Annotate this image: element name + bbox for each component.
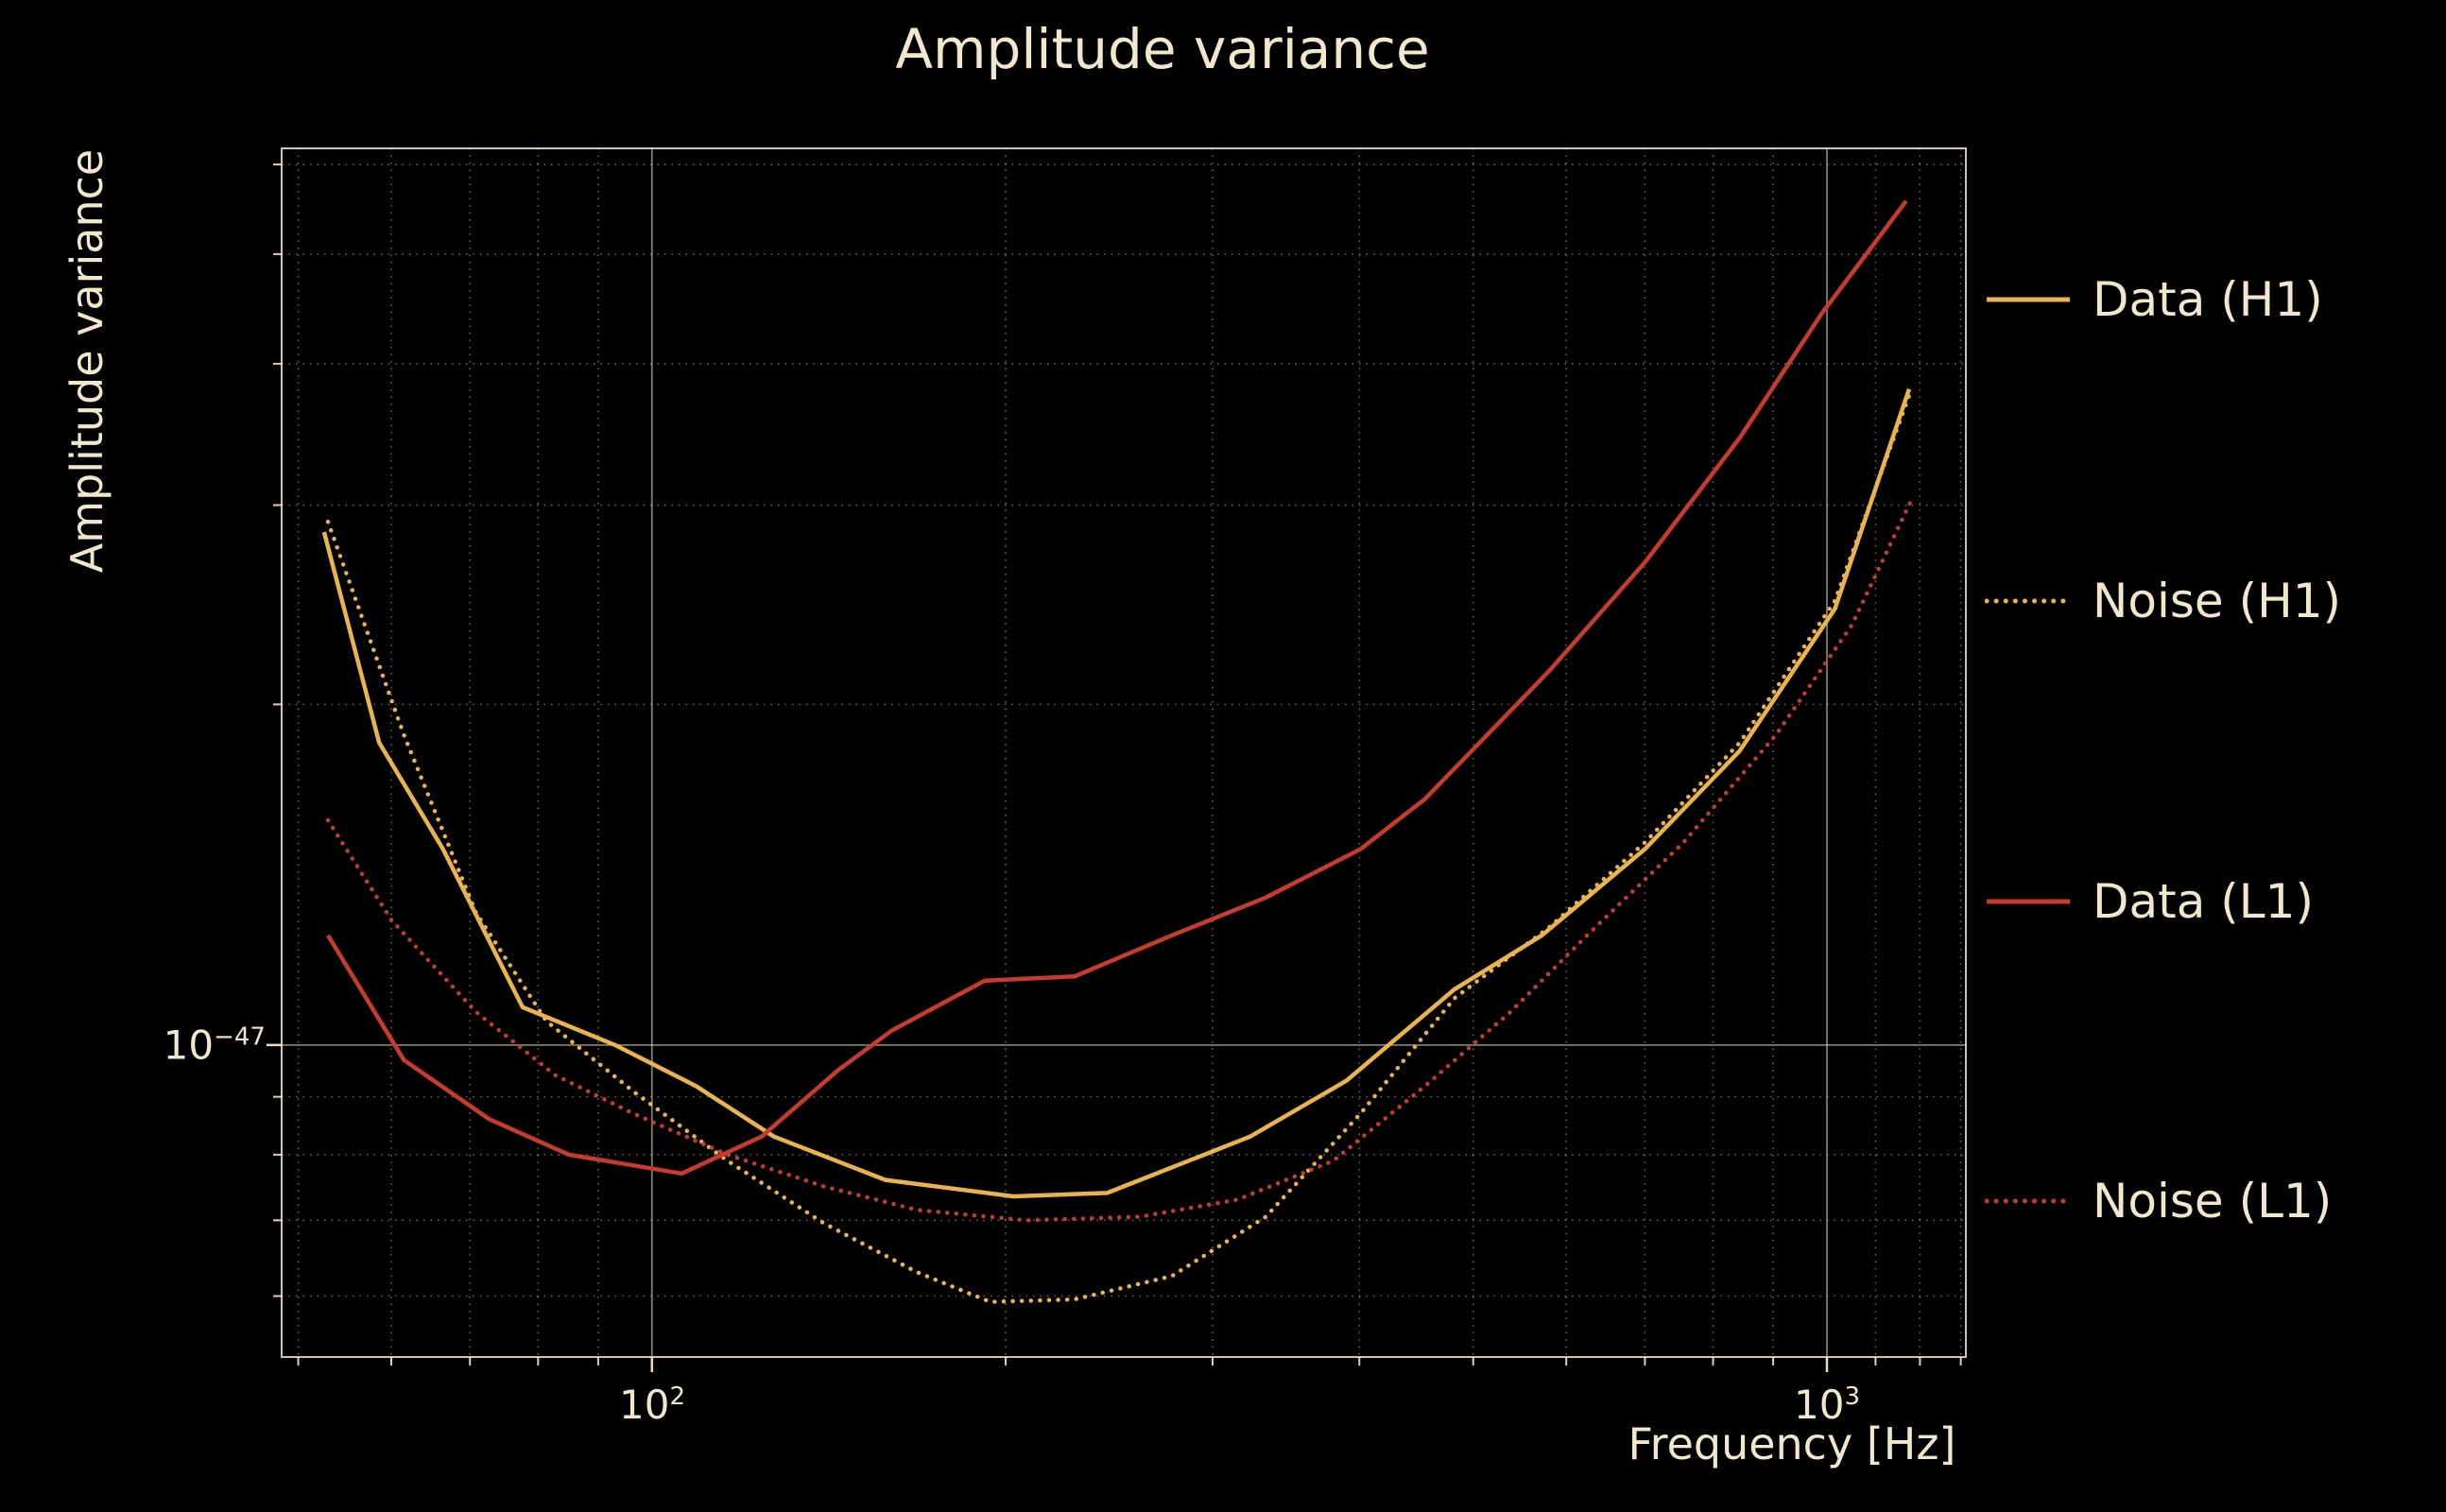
legend-label: Noise (L1): [2093, 1174, 2333, 1228]
y-tick-label-1e-47: 10−47: [164, 1022, 266, 1069]
x-tick-label-100: 102: [619, 1382, 685, 1428]
y-tick-base: 10: [163, 1022, 215, 1069]
legend-label: Noise (H1): [2093, 574, 2342, 628]
legend-item-data-h1: Data (H1): [1985, 272, 2323, 327]
x-axis-label: Frequency [Hz]: [1628, 1418, 1956, 1469]
x-tick-100-exp: 2: [669, 1383, 686, 1411]
x-tick-100-base: 10: [618, 1382, 670, 1428]
x-tick-1000-exp: 3: [1844, 1383, 1861, 1411]
legend-item-data-l1: Data (L1): [1985, 874, 2314, 929]
legend-label: Data (L1): [2093, 874, 2314, 929]
y-tick-exp: −47: [214, 1022, 266, 1052]
legend-label: Data (H1): [2093, 272, 2323, 327]
legend-item-noise-h1: Noise (H1): [1985, 574, 2341, 628]
legend-item-noise-l1: Noise (L1): [1985, 1174, 2332, 1228]
legend-line-sample: [1987, 899, 2070, 904]
legend-line-sample: [1985, 1198, 2072, 1204]
legend-line-sample: [1987, 297, 2070, 302]
y-axis-label: Amplitude variance: [61, 148, 112, 574]
legend-line-sample: [1985, 598, 2072, 604]
x-tick-1000-base: 10: [1793, 1382, 1845, 1428]
x-tick-label-1000: 103: [1794, 1382, 1860, 1428]
chart-title: Amplitude variance: [895, 17, 1430, 81]
